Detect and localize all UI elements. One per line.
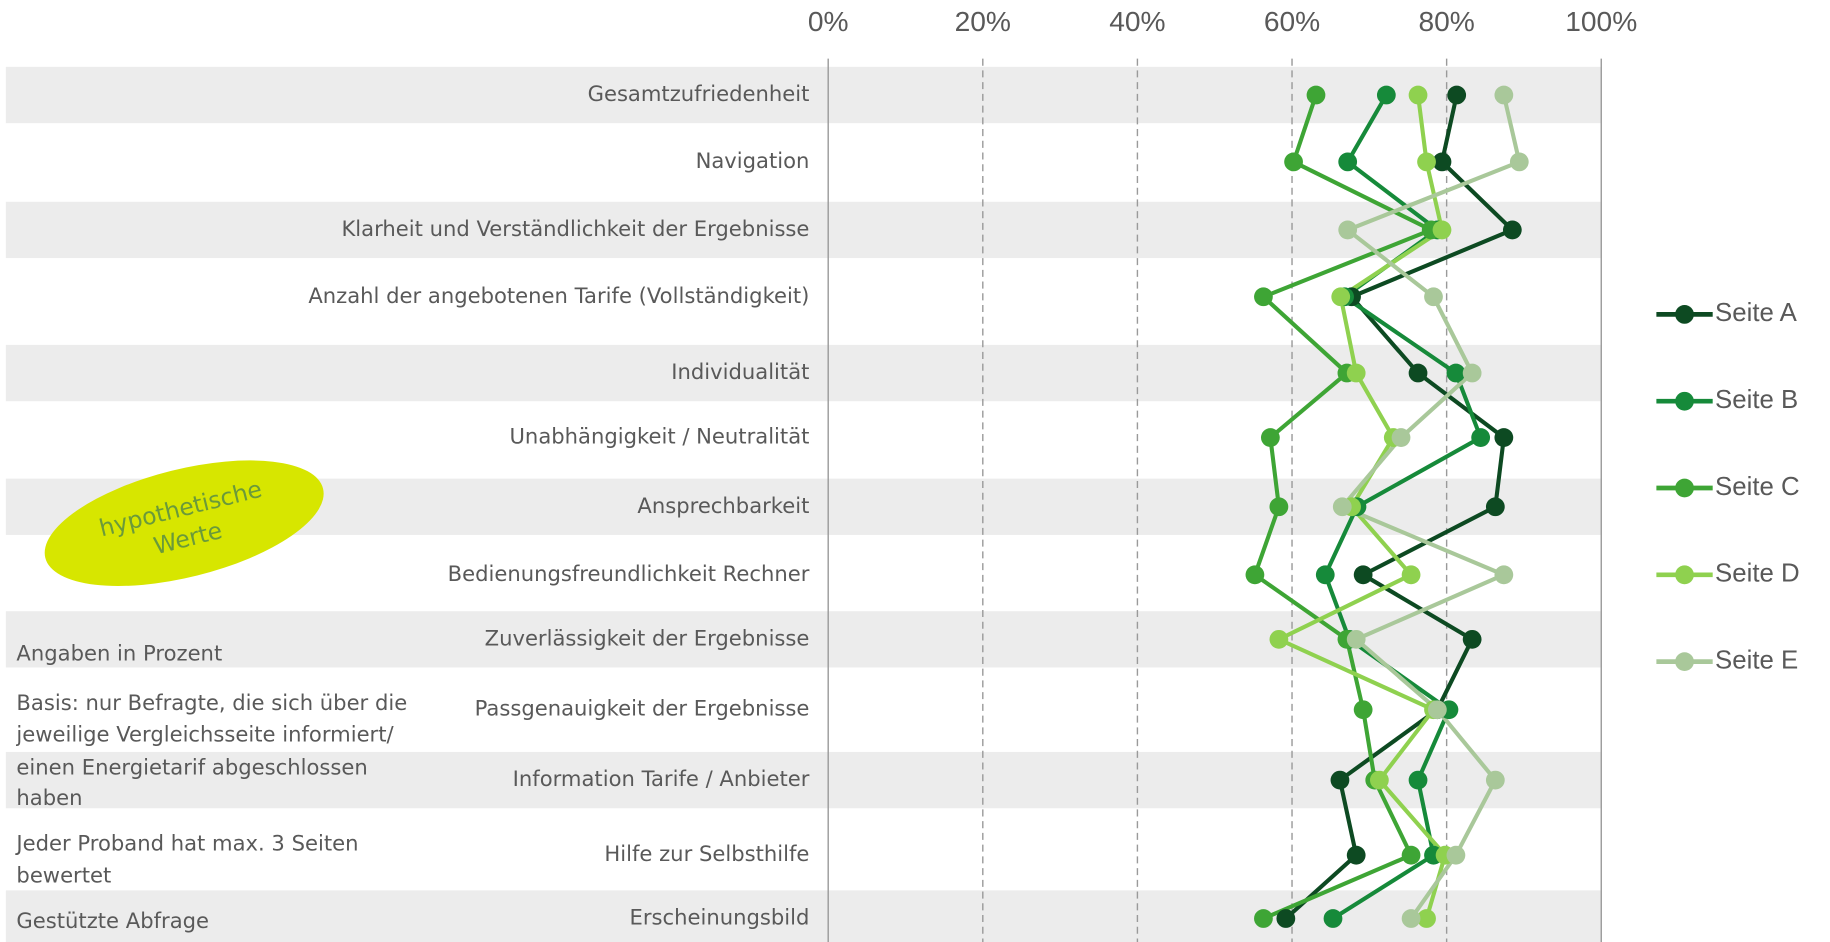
data-point (1346, 845, 1366, 865)
data-point (1509, 152, 1529, 172)
data-point (1417, 909, 1436, 928)
x-tick-label: 60% (1264, 6, 1320, 37)
data-point (1432, 220, 1452, 240)
data-point (1447, 85, 1467, 105)
data-point (1369, 770, 1389, 790)
note: Basis: nur Befragte, die sich über die (16, 690, 407, 715)
x-tick-label: 100% (1565, 6, 1637, 37)
data-point (1315, 565, 1335, 585)
data-point (1353, 700, 1373, 720)
category-label: Unabhängigkeit / Neutralität (509, 424, 809, 449)
data-point (1408, 363, 1428, 383)
data-point (1332, 497, 1352, 517)
legend-swatch (1675, 478, 1694, 498)
data-point (1424, 287, 1443, 307)
data-point (1471, 428, 1491, 447)
category-label: Bedienungsfreundlichkeit Rechner (448, 561, 810, 586)
category-label: Zuverlässigkeit der Ergebnisse (485, 625, 810, 650)
data-point (1485, 497, 1505, 517)
legend-label: Seite A (1715, 299, 1798, 327)
data-point (1462, 363, 1482, 383)
note: Jeder Proband hat max. 3 Seiten (14, 831, 358, 856)
legend-swatch (1675, 391, 1694, 411)
x-tick-label: 40% (1109, 6, 1165, 37)
category-label: Anzahl der angebotenen Tarife (Vollständ… (308, 283, 809, 308)
note: Angaben in Prozent (16, 641, 222, 666)
legend-swatch (1675, 565, 1694, 585)
legend-swatch (1675, 652, 1694, 672)
category-label: Ansprechbarkeit (637, 493, 809, 518)
data-point (1408, 85, 1428, 105)
data-point (1494, 565, 1514, 585)
data-point (1276, 909, 1296, 928)
data-point (1446, 363, 1466, 383)
data-point (1323, 909, 1343, 928)
data-point (1427, 700, 1447, 720)
annotation-bubble (44, 460, 324, 586)
data-point (1254, 287, 1273, 307)
legend-label: Seite D (1715, 560, 1800, 588)
row-band (5, 66, 1602, 124)
data-point (1353, 565, 1373, 585)
data-point (1417, 152, 1436, 172)
data-point (1494, 428, 1514, 447)
data-point (1494, 85, 1514, 105)
category-label: Passgenauigkeit der Ergebnisse (475, 696, 810, 721)
data-point (1346, 363, 1366, 383)
x-tick-label: 20% (955, 6, 1011, 37)
data-point (1245, 565, 1265, 585)
legend-label: Seite B (1715, 386, 1798, 414)
data-point (1338, 220, 1358, 240)
category-label: Erscheinungsbild (630, 905, 810, 930)
category-label: Navigation (696, 148, 810, 173)
data-point (1331, 287, 1351, 307)
category-label: Information Tarife / Anbieter (513, 766, 810, 791)
category-label: Klarheit und Verständlichkeit der Ergebn… (341, 216, 809, 241)
x-tick-label: 80% (1418, 6, 1474, 37)
data-point (1391, 428, 1411, 447)
data-point (1462, 629, 1482, 649)
data-point (1254, 909, 1273, 928)
data-point (1269, 629, 1289, 649)
note: haben (16, 785, 82, 810)
note: jeweilige Vergleichsseite informiert/ (15, 722, 394, 747)
category-label: Gesamtzufriedenheit (588, 81, 810, 106)
row-band (5, 344, 1602, 402)
note: einen Energietarif abgeschlossen (16, 754, 367, 779)
data-point (1401, 909, 1421, 928)
data-point (1446, 845, 1466, 865)
data-point (1284, 152, 1303, 172)
note: Gestützte Abfrage (16, 908, 209, 933)
data-point (1376, 85, 1396, 105)
data-point (1260, 428, 1280, 447)
data-point (1408, 770, 1428, 790)
data-point (1485, 770, 1505, 790)
data-point (1346, 629, 1366, 649)
data-point (1432, 152, 1452, 172)
legend-swatch (1675, 305, 1694, 324)
data-point (1269, 497, 1289, 517)
data-point (1306, 85, 1326, 105)
category-label: Individualität (671, 359, 809, 384)
legend-label: Seite E (1715, 646, 1798, 674)
note: bewertet (16, 862, 111, 887)
x-tick-label: 0% (808, 6, 849, 37)
data-point (1401, 565, 1421, 585)
data-point (1338, 152, 1358, 172)
row-band (5, 611, 1602, 668)
row-band (5, 201, 1602, 259)
legend-label: Seite C (1715, 473, 1800, 501)
data-point (1401, 845, 1421, 865)
data-point (1502, 220, 1522, 240)
category-label: Hilfe zur Selbsthilfe (604, 841, 809, 866)
data-point (1330, 770, 1350, 790)
